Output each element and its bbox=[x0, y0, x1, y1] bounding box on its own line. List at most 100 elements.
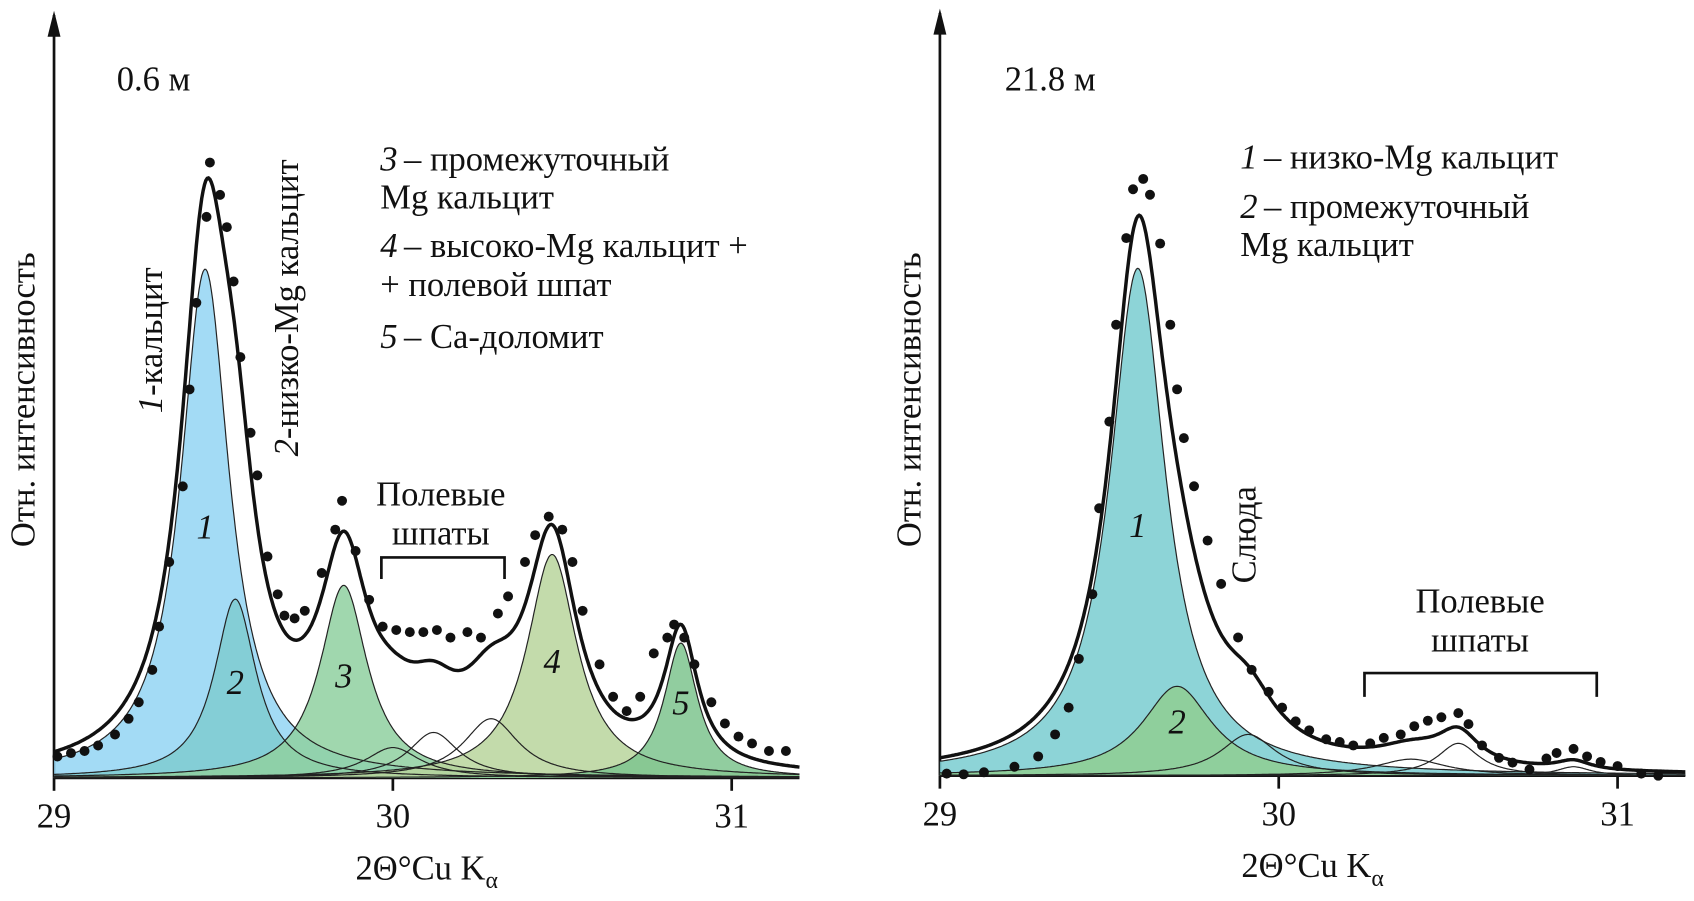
legend-number: 2 bbox=[1240, 188, 1257, 226]
data-point bbox=[79, 746, 90, 756]
data-point bbox=[764, 746, 774, 756]
data-point bbox=[299, 605, 310, 616]
data-point bbox=[1189, 481, 1200, 492]
data-point bbox=[1395, 729, 1406, 740]
data-point bbox=[154, 621, 165, 632]
bracket bbox=[380, 556, 506, 580]
data-point bbox=[1595, 756, 1606, 767]
data-point bbox=[316, 568, 327, 578]
data-point bbox=[252, 470, 263, 481]
data-point bbox=[1165, 319, 1176, 330]
data-point bbox=[377, 621, 388, 632]
data-point bbox=[147, 664, 158, 675]
data-point bbox=[66, 748, 76, 759]
legend-entry: 3– промежуточный bbox=[379, 141, 669, 179]
component-curve bbox=[54, 553, 800, 778]
data-point bbox=[1524, 764, 1535, 775]
data-point bbox=[706, 697, 717, 708]
data-point bbox=[272, 589, 283, 600]
legend-text: – промежуточный bbox=[1263, 188, 1529, 226]
peak-text: -низко-Mg кальцит bbox=[268, 159, 306, 439]
data-point bbox=[557, 524, 568, 535]
data-point bbox=[689, 659, 700, 670]
data-point bbox=[747, 738, 757, 749]
data-point bbox=[418, 627, 429, 638]
data-point bbox=[1063, 702, 1074, 713]
data-point bbox=[279, 610, 290, 621]
data-point bbox=[1334, 737, 1345, 747]
component-curve bbox=[54, 642, 800, 779]
peak-number: 1 bbox=[132, 396, 170, 413]
data-point bbox=[1507, 757, 1518, 768]
legend-text: – высоко-Mg кальцит + bbox=[403, 227, 748, 265]
data-point bbox=[780, 746, 791, 756]
data-point bbox=[669, 619, 680, 630]
legend-text: – промежуточный bbox=[403, 141, 669, 179]
data-point bbox=[1216, 578, 1227, 589]
data-point bbox=[1033, 751, 1044, 762]
data-point bbox=[594, 659, 605, 670]
data-point bbox=[235, 352, 246, 363]
data-point bbox=[1087, 589, 1098, 600]
group-label: шпаты bbox=[1431, 621, 1529, 659]
data-point bbox=[245, 427, 256, 438]
data-point bbox=[1145, 189, 1155, 200]
data-point bbox=[1321, 734, 1332, 745]
peak-text: -кальцит bbox=[132, 267, 170, 396]
data-point bbox=[679, 632, 690, 643]
legend-entry: 2– промежуточный bbox=[1240, 188, 1529, 226]
x-axis-label-sub: α bbox=[486, 868, 498, 894]
data-point bbox=[1138, 173, 1149, 184]
data-point bbox=[978, 767, 989, 778]
data-point bbox=[1155, 238, 1166, 249]
data-point bbox=[445, 632, 456, 643]
component-label: 1 bbox=[1129, 507, 1146, 545]
data-point bbox=[221, 222, 232, 233]
data-point bbox=[1541, 753, 1552, 764]
data-point bbox=[1094, 503, 1105, 514]
data-point bbox=[1378, 732, 1389, 743]
data-point bbox=[577, 605, 588, 616]
data-point bbox=[123, 713, 134, 724]
data-point bbox=[530, 530, 541, 541]
legend-number: 4 bbox=[380, 227, 397, 265]
legend-number: 1 bbox=[1240, 139, 1257, 177]
data-point bbox=[1172, 384, 1183, 395]
data-point bbox=[648, 648, 659, 659]
component-curve bbox=[939, 267, 1686, 775]
data-point bbox=[492, 608, 503, 619]
x-tick-label: 30 bbox=[376, 798, 411, 836]
data-point bbox=[475, 632, 486, 643]
data-point bbox=[404, 627, 415, 638]
data-point bbox=[1453, 708, 1464, 719]
axis-arrow bbox=[47, 10, 61, 37]
data-point bbox=[958, 769, 969, 780]
data-point bbox=[350, 546, 361, 556]
legend-entry: 4– высоко-Mg кальцит + bbox=[380, 227, 747, 265]
data-point bbox=[1277, 702, 1288, 713]
data-point bbox=[1436, 712, 1447, 723]
axis-arrow bbox=[933, 8, 947, 35]
data-point bbox=[719, 718, 730, 729]
group-label: Полевые bbox=[1415, 583, 1544, 621]
peak-annotation: 1-кальцит bbox=[132, 267, 170, 413]
component-label: 5 bbox=[672, 685, 689, 723]
data-point bbox=[337, 495, 348, 506]
x-axis-label: 2Θ°Cu Kα bbox=[1241, 847, 1383, 892]
x-axis-label-main: 2Θ°Cu K bbox=[356, 849, 486, 887]
x-axis-label-main: 2Θ°Cu K bbox=[1241, 847, 1371, 885]
panel-title: 0.6 м bbox=[117, 61, 191, 99]
data-point bbox=[164, 557, 175, 567]
data-point bbox=[635, 691, 646, 702]
legend-entry: 5– Ca-доломит bbox=[380, 318, 603, 356]
y-axis-label: Отн. интенсивность bbox=[890, 252, 928, 547]
x-axis-label-sub: α bbox=[1371, 866, 1383, 892]
data-point bbox=[1246, 664, 1257, 675]
data-point bbox=[1128, 184, 1139, 195]
peak-number: 2 bbox=[268, 439, 306, 456]
data-point bbox=[1409, 721, 1420, 732]
data-point bbox=[133, 697, 144, 708]
data-point bbox=[1365, 738, 1376, 749]
component-curve bbox=[939, 733, 1686, 777]
y-axis-label: Отн. интенсивность bbox=[5, 252, 43, 547]
